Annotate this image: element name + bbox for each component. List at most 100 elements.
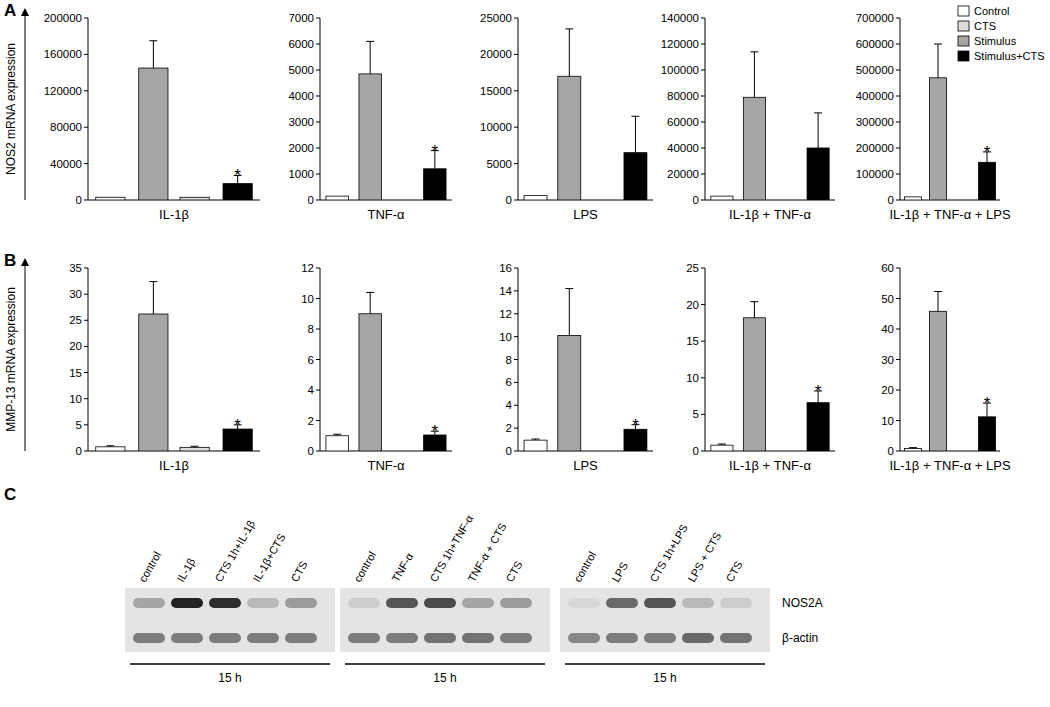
y-tick-label: 20 bbox=[686, 299, 699, 311]
blot-band bbox=[133, 598, 165, 608]
y-axis bbox=[320, 18, 321, 200]
blot-band bbox=[133, 633, 165, 643]
y-tick-label: 400000 bbox=[856, 90, 894, 102]
significance: * bbox=[984, 143, 991, 162]
western-blot: controlIL-1βCTS 1h+IL-1βIL-1β+CTSCTS15 h… bbox=[125, 512, 823, 685]
y-tick-label: 20000 bbox=[667, 168, 699, 180]
y-tick-label: 100000 bbox=[661, 64, 699, 76]
y-tick bbox=[84, 127, 88, 128]
y-tick-label: 5 bbox=[76, 419, 82, 431]
bar bbox=[326, 436, 348, 451]
y-axis bbox=[705, 268, 706, 451]
legend-label: Control bbox=[974, 5, 1009, 17]
y-tick-label: 50 bbox=[881, 293, 894, 305]
y-tick-label: 30 bbox=[881, 354, 894, 366]
y-tick-label: 30 bbox=[69, 288, 82, 300]
y-tick bbox=[316, 70, 320, 71]
page: {"panel_labels": ["A", "B", "C"], "legen… bbox=[0, 0, 1050, 707]
y-tick bbox=[514, 54, 518, 55]
y-tick bbox=[84, 90, 88, 91]
error-bar bbox=[934, 291, 942, 311]
y-tick-label: 8 bbox=[308, 323, 314, 335]
y-tick bbox=[701, 377, 705, 378]
error-bar bbox=[718, 444, 726, 445]
blot-band bbox=[568, 598, 600, 608]
y-tick bbox=[896, 148, 900, 149]
y-tick bbox=[514, 382, 518, 383]
legend-label: Stimulus+CTS bbox=[974, 50, 1045, 62]
blot-band bbox=[348, 633, 380, 643]
y-tick bbox=[84, 54, 88, 55]
y-tick bbox=[896, 18, 900, 19]
y-label: NOS2 mRNA expression bbox=[4, 43, 18, 175]
time-bracket bbox=[130, 663, 330, 665]
bars bbox=[96, 282, 253, 451]
y-tick bbox=[316, 122, 320, 123]
y-tick-label: 60000 bbox=[667, 116, 699, 128]
y-tick-label: 0 bbox=[76, 445, 82, 457]
y-tick bbox=[316, 298, 320, 299]
y-tick-label: 12 bbox=[301, 262, 314, 274]
lane-label: LPS bbox=[609, 560, 630, 584]
y-tick-label: 12 bbox=[499, 308, 512, 320]
error-stem bbox=[370, 41, 371, 74]
error-stem bbox=[938, 291, 939, 311]
time-bracket bbox=[565, 663, 765, 665]
y-tick-label: 300000 bbox=[856, 116, 894, 128]
bar bbox=[558, 76, 581, 200]
bars bbox=[96, 41, 253, 200]
y-tick-label: 10 bbox=[881, 415, 894, 427]
bar bbox=[930, 311, 947, 451]
x-label: TNF-α bbox=[367, 458, 405, 473]
y-tick-label: 10 bbox=[69, 393, 82, 405]
significance: * bbox=[632, 416, 639, 435]
error-cap bbox=[191, 446, 199, 447]
y-tick bbox=[316, 390, 320, 391]
y-tick-label: 2 bbox=[308, 415, 314, 427]
error-stem bbox=[754, 302, 755, 318]
blot-band bbox=[682, 598, 714, 608]
blot-band bbox=[720, 633, 752, 643]
error-cap bbox=[934, 44, 942, 45]
y-tick-label: 5000 bbox=[288, 64, 314, 76]
x-label: LPS bbox=[573, 458, 598, 473]
y-tick bbox=[316, 329, 320, 330]
y-tick bbox=[514, 268, 518, 269]
bar bbox=[711, 196, 733, 200]
error-bar bbox=[149, 41, 157, 68]
y-tick-label: 20000 bbox=[480, 48, 512, 60]
error-bar bbox=[366, 292, 374, 313]
y-tick-label: 1000 bbox=[288, 168, 314, 180]
bar-chart: 04000080000120000160000200000*IL-1βNOS2 … bbox=[4, 8, 260, 222]
bar bbox=[524, 440, 547, 451]
y-tick-label: 7000 bbox=[288, 12, 314, 24]
y-tick-label: 0 bbox=[888, 445, 894, 457]
y-tick-label: 700000 bbox=[856, 12, 894, 24]
bar bbox=[223, 184, 252, 200]
y-axis bbox=[705, 18, 706, 200]
legend-swatch bbox=[958, 36, 969, 46]
y-tick-label: 100000 bbox=[856, 168, 894, 180]
y-tick-label: 0 bbox=[506, 445, 512, 457]
blot-membrane bbox=[340, 588, 550, 652]
legend-swatch bbox=[958, 51, 969, 61]
blot-band bbox=[462, 598, 494, 608]
y-tick-label: 0 bbox=[308, 445, 314, 457]
bar-chart: 0102030405060*IL-1β + TNF-α + LPS bbox=[881, 262, 1011, 473]
blot-band bbox=[644, 598, 676, 608]
lane-label: LPS + CTS bbox=[685, 530, 723, 584]
error-bar bbox=[565, 289, 573, 336]
lane-label: control bbox=[136, 549, 163, 584]
bar-chart: 020000400006000080000100000120000140000I… bbox=[661, 12, 835, 222]
lane-label: CTS bbox=[723, 559, 744, 584]
y-tick bbox=[84, 398, 88, 399]
x-label: IL-1β bbox=[159, 207, 189, 222]
bar bbox=[524, 196, 547, 200]
x-label: IL-1β + TNF-α bbox=[729, 458, 811, 473]
significance: * bbox=[984, 394, 991, 413]
error-cap bbox=[631, 116, 639, 117]
error-bar bbox=[631, 116, 639, 152]
bars bbox=[524, 289, 647, 451]
bar bbox=[558, 335, 581, 451]
y-tick-label: 10 bbox=[499, 331, 512, 343]
